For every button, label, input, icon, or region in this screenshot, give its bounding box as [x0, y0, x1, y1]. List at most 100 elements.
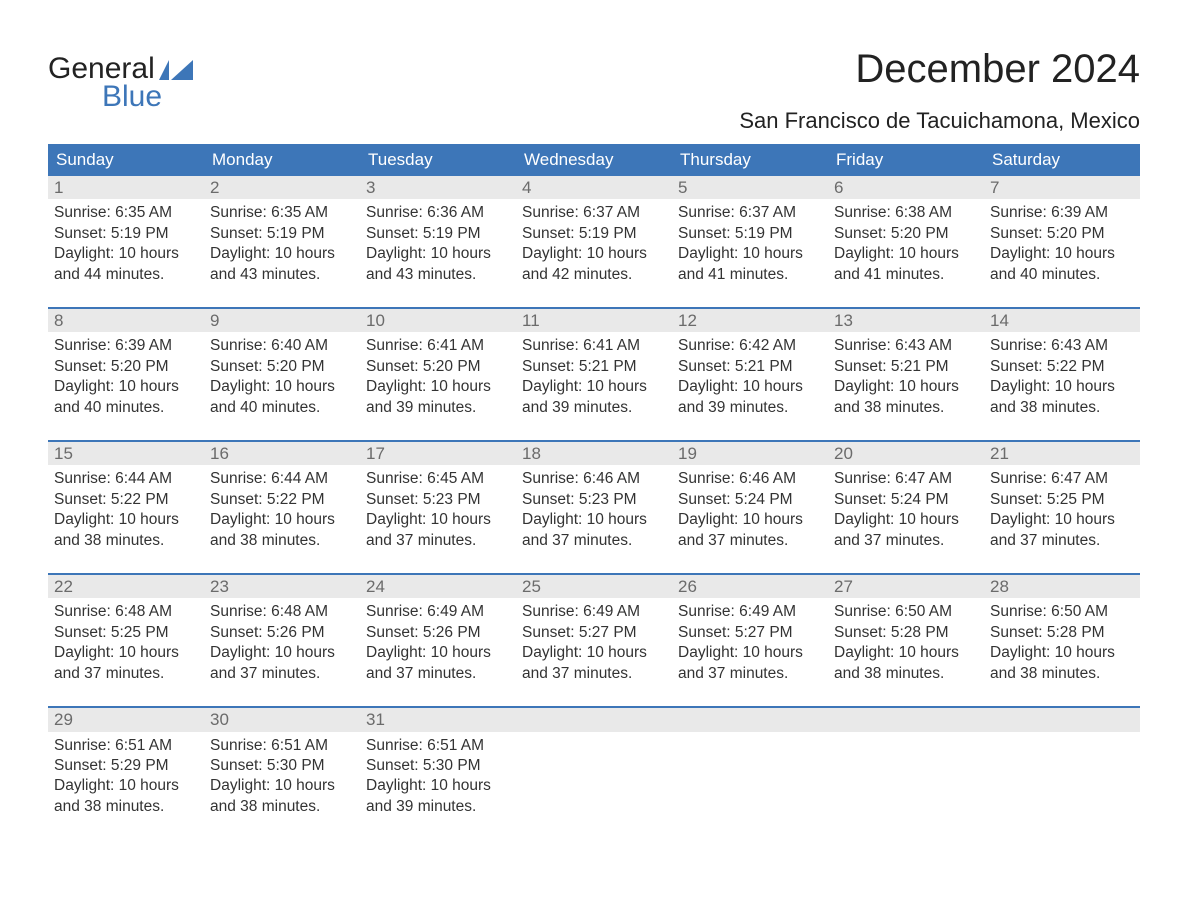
day-number: 30: [204, 708, 360, 731]
sunrise-line: Sunrise: 6:45 AM: [366, 469, 510, 489]
calendar-table: SundayMondayTuesdayWednesdayThursdayFrid…: [48, 144, 1140, 839]
weekday-header: Friday: [828, 144, 984, 176]
sunrise-line: Sunrise: 6:43 AM: [990, 336, 1134, 356]
day-number: 22: [48, 575, 204, 598]
sunset-line: Sunset: 5:20 PM: [990, 224, 1134, 244]
day-number: 8: [48, 309, 204, 332]
day-number: 24: [360, 575, 516, 598]
sunset-line: Sunset: 5:23 PM: [522, 490, 666, 510]
weekday-header-row: SundayMondayTuesdayWednesdayThursdayFrid…: [48, 144, 1140, 176]
daylight-line: Daylight: 10 hours and 37 minutes.: [522, 510, 666, 551]
daylight-line: Daylight: 10 hours and 44 minutes.: [54, 244, 198, 285]
daylight-line: Daylight: 10 hours and 38 minutes.: [210, 510, 354, 551]
day-cell: Sunrise: 6:35 AMSunset: 5:19 PMDaylight:…: [48, 199, 204, 307]
sunrise-line: Sunrise: 6:44 AM: [54, 469, 198, 489]
sunset-line: Sunset: 5:28 PM: [990, 623, 1134, 643]
day-cell: Sunrise: 6:43 AMSunset: 5:22 PMDaylight:…: [984, 332, 1140, 440]
daylight-line: Daylight: 10 hours and 38 minutes.: [54, 776, 198, 817]
sunset-line: Sunset: 5:22 PM: [210, 490, 354, 510]
flag-icon: [159, 58, 193, 80]
day-cell: Sunrise: 6:46 AMSunset: 5:23 PMDaylight:…: [516, 465, 672, 573]
calendar-week: 1234567Sunrise: 6:35 AMSunset: 5:19 PMDa…: [48, 176, 1140, 307]
day-number: 5: [672, 176, 828, 199]
day-cell: Sunrise: 6:44 AMSunset: 5:22 PMDaylight:…: [204, 465, 360, 573]
sunset-line: Sunset: 5:26 PM: [210, 623, 354, 643]
daylight-line: Daylight: 10 hours and 38 minutes.: [990, 643, 1134, 684]
calendar-weeks: 1234567Sunrise: 6:35 AMSunset: 5:19 PMDa…: [48, 176, 1140, 839]
brand-logo: General Blue: [48, 48, 193, 112]
calendar-week: 891011121314 Sunrise: 6:39 AM Sunset: 5:20…: [48, 307, 1140, 440]
daylight-line: Daylight: 10 hours and 38 minutes.: [834, 643, 978, 684]
day-cell: Sunrise: 6:36 AMSunset: 5:19 PMDaylight:…: [360, 199, 516, 307]
day-number: 12: [672, 309, 828, 332]
day-cell: Sunrise: 6:40 AMSunset: 5:20 PMDaylight:…: [204, 332, 360, 440]
day-number: 31: [360, 708, 516, 731]
day-cell: Sunrise: 6:43 AMSunset: 5:21 PMDaylight:…: [828, 332, 984, 440]
sunrise-line: Sunrise: 6:43 AM: [834, 336, 978, 356]
daylight-line: Daylight: 10 hours and 40 minutes.: [210, 377, 354, 418]
sunrise-line: Sunrise: 6:39 AM: [54, 336, 198, 356]
daylight-line: Daylight: 10 hours and 39 minutes.: [522, 377, 666, 418]
sunrise-line: Sunrise: 6:51 AM: [54, 736, 198, 756]
daylight-line: Daylight: 10 hours and 37 minutes.: [522, 643, 666, 684]
day-cell: Sunrise: 6:41 AMSunset: 5:20 PMDaylight:…: [360, 332, 516, 440]
sunrise-line: Sunrise: 6:35 AM: [210, 203, 354, 223]
sunrise-line: Sunrise: 6:49 AM: [366, 602, 510, 622]
sunrise-line: Sunrise: 6:48 AM: [210, 602, 354, 622]
day-number: [516, 708, 672, 731]
daylight-line: Daylight: 10 hours and 38 minutes.: [834, 377, 978, 418]
daylight-line: Daylight: 10 hours and 38 minutes.: [54, 510, 198, 551]
day-cell: Sunrise: 6:47 AMSunset: 5:25 PMDaylight:…: [984, 465, 1140, 573]
weekday-header: Wednesday: [516, 144, 672, 176]
day-number: 1: [48, 176, 204, 199]
sunset-line: Sunset: 5:26 PM: [366, 623, 510, 643]
sunrise-line: Sunrise: 6:51 AM: [210, 736, 354, 756]
daylight-line: Daylight: 10 hours and 37 minutes.: [210, 643, 354, 684]
daylight-line: Daylight: 10 hours and 38 minutes.: [990, 377, 1134, 418]
sunrise-line: Sunrise: 6:39 AM: [990, 203, 1134, 223]
day-cell: Sunrise: 6:50 AMSunset: 5:28 PMDaylight:…: [984, 598, 1140, 706]
day-number: 9: [204, 309, 360, 332]
daylight-line: Daylight: 10 hours and 37 minutes.: [366, 643, 510, 684]
day-number: [672, 708, 828, 731]
weekday-header: Tuesday: [360, 144, 516, 176]
weekday-header: Sunday: [48, 144, 204, 176]
sunrise-line: Sunrise: 6:37 AM: [678, 203, 822, 223]
day-cell: Sunrise: 6:47 AMSunset: 5:24 PMDaylight:…: [828, 465, 984, 573]
sunrise-line: Sunrise: 6:51 AM: [366, 736, 510, 756]
sunset-line: Sunset: 5:25 PM: [990, 490, 1134, 510]
day-number: [984, 708, 1140, 731]
sunset-line: Sunset: 5:21 PM: [834, 357, 978, 377]
day-number: 25: [516, 575, 672, 598]
day-number: [828, 708, 984, 731]
sunset-line: Sunset: 5:28 PM: [834, 623, 978, 643]
day-number: 13: [828, 309, 984, 332]
sunset-line: Sunset: 5:19 PM: [210, 224, 354, 244]
weekday-header: Saturday: [984, 144, 1140, 176]
daynum-row: 293031: [48, 708, 1140, 731]
daylight-line: Daylight: 10 hours and 39 minutes.: [366, 377, 510, 418]
daynum-row: 891011121314: [48, 309, 1140, 332]
calendar-week: 293031Sunrise: 6:51 AMSunset: 5:29 PMDay…: [48, 706, 1140, 839]
sunset-line: Sunset: 5:20 PM: [834, 224, 978, 244]
day-number: 19: [672, 442, 828, 465]
daylight-line: Daylight: 10 hours and 42 minutes.: [522, 244, 666, 285]
day-number: 16: [204, 442, 360, 465]
sunrise-line: Sunrise: 6:47 AM: [834, 469, 978, 489]
sunset-line: Sunset: 5:20 PM: [210, 357, 354, 377]
day-number: 20: [828, 442, 984, 465]
day-cell-empty: [984, 732, 1140, 840]
day-number: 23: [204, 575, 360, 598]
day-number: 21: [984, 442, 1140, 465]
day-cell: Sunrise: 6:51 AMSunset: 5:30 PMDaylight:…: [204, 732, 360, 840]
day-number: 10: [360, 309, 516, 332]
sunset-line: Sunset: 5:19 PM: [366, 224, 510, 244]
sunset-line: Sunset: 5:21 PM: [522, 357, 666, 377]
daynum-row: 15161718192021: [48, 442, 1140, 465]
daylight-line: Daylight: 10 hours and 41 minutes.: [834, 244, 978, 285]
brand-word2: Blue: [48, 82, 162, 112]
sunrise-line: Sunrise: 6:50 AM: [834, 602, 978, 622]
daylight-line: Daylight: 10 hours and 37 minutes.: [990, 510, 1134, 551]
calendar-week: 15161718192021Sunrise: 6:44 AMSunset: 5:…: [48, 440, 1140, 573]
sunset-line: Sunset: 5:27 PM: [678, 623, 822, 643]
